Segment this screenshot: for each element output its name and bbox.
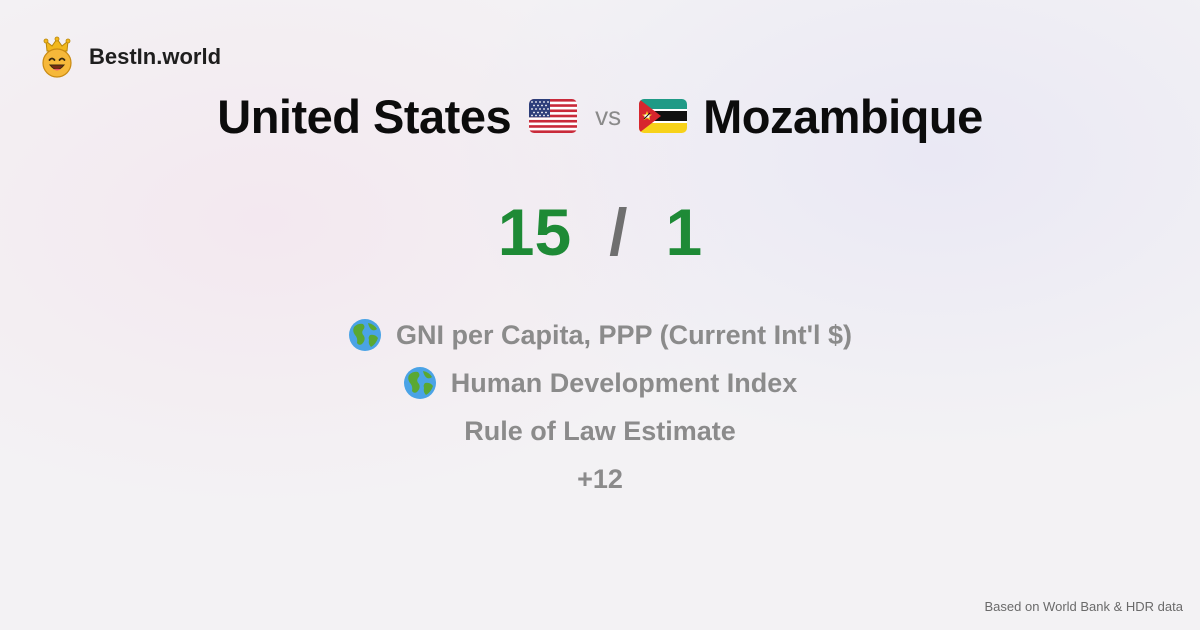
- globe-icon: [349, 319, 381, 351]
- metric-item[interactable]: Rule of Law Estimate: [0, 407, 1200, 455]
- left-score: 15: [497, 195, 572, 269]
- vs-label: vs: [595, 100, 622, 131]
- data-source-note: Based on World Bank & HDR data: [984, 599, 1183, 614]
- smiling-crown-face-icon: [42, 36, 72, 78]
- metric-item[interactable]: Human Development Index: [0, 359, 1200, 407]
- right-score: 1: [665, 195, 703, 269]
- score-separator: /: [609, 195, 628, 269]
- globe-icon: [403, 367, 436, 399]
- comparison-title: United States vs Mozambique: [0, 84, 1200, 148]
- right-country-name[interactable]: Mozambique: [703, 89, 983, 143]
- metric-item[interactable]: GNI per Capita, PPP (Current Int'l $): [0, 311, 1200, 359]
- metric-label: GNI per Capita, PPP (Current Int'l $): [396, 319, 852, 350]
- score: 15 / 1: [0, 192, 1200, 272]
- brand[interactable]: BestIn.world: [38, 36, 221, 78]
- metric-label: Rule of Law Estimate: [464, 415, 736, 446]
- metrics-list: GNI per Capita, PPP (Current Int'l $) Hu…: [0, 311, 1200, 503]
- us-flag-icon: [529, 99, 578, 133]
- left-country-name[interactable]: United States: [217, 89, 512, 143]
- mozambique-flag-icon: [639, 99, 688, 133]
- brand-name: BestIn.world: [89, 44, 222, 69]
- more-metrics-count[interactable]: +12: [0, 455, 1200, 503]
- metric-label: Human Development Index: [450, 367, 798, 398]
- more-metrics-label: +12: [577, 463, 623, 494]
